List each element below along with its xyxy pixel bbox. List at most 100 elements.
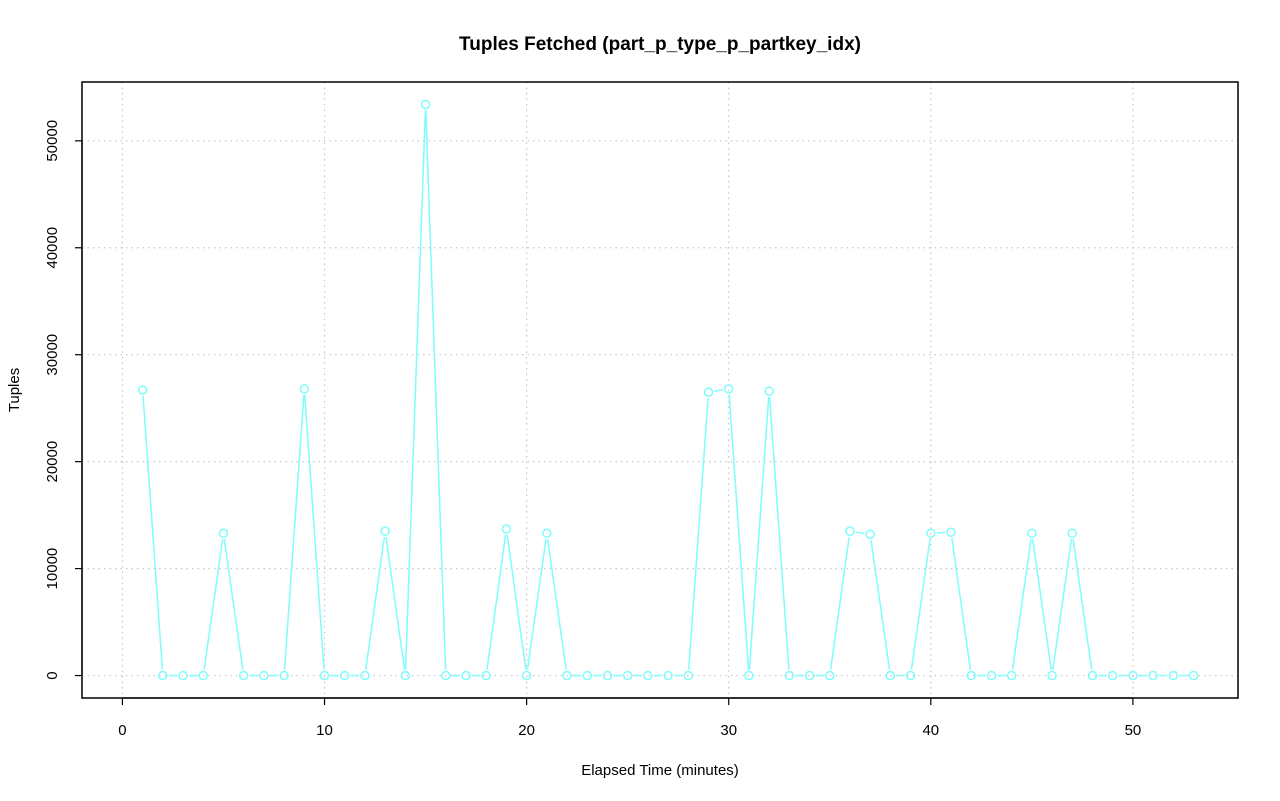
data-point [521, 670, 532, 681]
series-segment [404, 110, 427, 670]
data-point [825, 670, 835, 681]
data-point [905, 670, 916, 681]
series-segment [283, 394, 305, 670]
data-point [663, 670, 673, 681]
series-segment [303, 394, 325, 670]
data-point [380, 526, 390, 536]
data-point [946, 527, 956, 537]
x-tick-label: 30 [720, 722, 737, 739]
series-segment [1072, 539, 1093, 670]
grid [82, 82, 1238, 698]
series-segment [385, 537, 406, 670]
x-tick-label: 50 [1125, 722, 1142, 739]
data-point [562, 670, 572, 681]
data-point [299, 384, 310, 394]
y-tick-label: 30000 [44, 334, 61, 376]
series-segment [365, 537, 386, 670]
data-point [744, 670, 754, 681]
series [137, 99, 1199, 681]
data-point [986, 670, 997, 681]
series-segment [1052, 539, 1073, 670]
data-point [501, 524, 512, 534]
data-point [764, 386, 774, 396]
data-point [137, 385, 148, 395]
data-point [926, 528, 936, 539]
data-point [481, 670, 491, 681]
series-segment [486, 534, 507, 670]
data-point [784, 670, 795, 681]
series-segment [855, 531, 865, 535]
data-point [723, 384, 734, 394]
data-point [178, 670, 188, 681]
data-point [1067, 528, 1078, 539]
data-point [885, 670, 896, 681]
data-point [1087, 670, 1098, 681]
data-point [259, 670, 269, 681]
data-point [218, 528, 229, 539]
data-point [1027, 528, 1037, 539]
series-segment [829, 537, 850, 670]
plot-frame [81, 81, 1239, 699]
data-point [1006, 670, 1017, 681]
series-segment [951, 538, 972, 670]
series-segment [526, 539, 547, 670]
data-point [622, 670, 633, 681]
series-segment [687, 398, 709, 670]
y-tick-label: 40000 [44, 227, 61, 269]
y-tick-label: 20000 [44, 441, 61, 483]
series-segment [223, 539, 244, 670]
series-segment [748, 397, 770, 670]
series-segment [425, 110, 447, 670]
data-point [360, 670, 370, 681]
data-point [420, 99, 431, 110]
data-point [158, 670, 168, 681]
series-segment [506, 534, 527, 670]
data-point [1128, 670, 1138, 681]
x-axis: 0 10 20 30 40 50 [118, 697, 1142, 739]
y-tick-label: 10000 [44, 548, 61, 590]
series-segment [728, 394, 750, 670]
x-tick-label: 40 [922, 722, 939, 739]
chart-title: Tuples Fetched (part_p_type_p_partkey_id… [459, 34, 861, 55]
y-tick-label: 0 [44, 671, 61, 679]
series-segment [1031, 539, 1052, 670]
series-segment [203, 539, 224, 670]
y-tick-label: 50000 [44, 120, 61, 162]
data-point [441, 670, 451, 681]
series-segment [546, 539, 567, 670]
data-point [683, 670, 694, 681]
series-segment [714, 389, 723, 392]
data-point [542, 528, 552, 539]
data-point [865, 529, 875, 540]
data-point [339, 670, 350, 681]
data-point [238, 670, 249, 681]
series-segment [910, 539, 931, 670]
y-axis: 0 10000 20000 30000 40000 50000 [44, 120, 83, 680]
data-point [804, 670, 815, 681]
series-segment [870, 540, 891, 670]
data-point [1188, 670, 1199, 681]
data-point [845, 526, 855, 536]
x-tick-label: 0 [118, 722, 126, 739]
data-point [1107, 670, 1118, 681]
data-point [643, 670, 653, 681]
data-point [400, 670, 411, 681]
x-tick-label: 20 [518, 722, 535, 739]
data-point [582, 670, 592, 681]
data-point [319, 670, 330, 681]
y-axis-label: Tuples [6, 368, 23, 412]
data-point [279, 670, 289, 681]
data-point [602, 670, 613, 681]
series-segment [768, 397, 790, 670]
data-point [461, 670, 471, 681]
x-tick-label: 10 [316, 722, 333, 739]
series-segment [142, 395, 164, 670]
data-point [1168, 670, 1179, 681]
data-point [966, 670, 976, 681]
data-point [198, 670, 209, 681]
series-segment [1011, 539, 1032, 670]
data-point [703, 387, 714, 397]
data-point [1148, 670, 1158, 681]
x-axis-label: Elapsed Time (minutes) [581, 762, 739, 779]
